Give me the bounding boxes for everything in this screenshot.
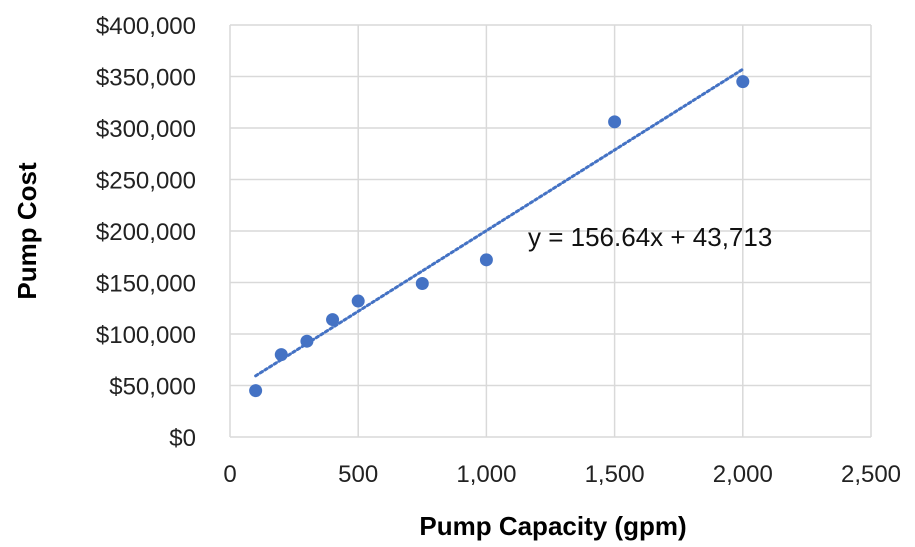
y-tick-label: $200,000 bbox=[96, 219, 196, 246]
grid-lines bbox=[229, 24, 872, 438]
y-tick-label: $250,000 bbox=[96, 168, 196, 195]
x-tick-label: 1,500 bbox=[585, 461, 645, 488]
y-tick-label: $100,000 bbox=[96, 322, 196, 349]
data-point bbox=[479, 253, 493, 267]
x-axis-title: Pump Capacity (gpm) bbox=[419, 511, 686, 541]
y-tick-label: $300,000 bbox=[96, 116, 196, 143]
y-axis-title: Pump Cost bbox=[12, 162, 42, 300]
x-tick-label: 1,000 bbox=[456, 461, 516, 488]
y-tick-label: $350,000 bbox=[96, 65, 196, 92]
data-point bbox=[300, 334, 314, 348]
y-tick-labels: $0 $50,000 $100,000 $150,000 $200,000 $250,00… bbox=[96, 13, 196, 452]
data-point bbox=[736, 75, 750, 89]
x-tick-label: 500 bbox=[338, 461, 378, 488]
y-tick-label: $400,000 bbox=[96, 13, 196, 40]
trendline-layer bbox=[254, 67, 745, 378]
data-point bbox=[608, 115, 622, 129]
data-point bbox=[415, 277, 429, 291]
x-tick-label: 2,500 bbox=[841, 461, 901, 488]
data-point bbox=[274, 348, 288, 362]
data-point bbox=[326, 313, 340, 327]
trendline bbox=[254, 67, 745, 378]
y-tick-label: $0 bbox=[169, 425, 196, 452]
data-points bbox=[249, 75, 750, 398]
trendline-equation: y = 156.64x + 43,713 bbox=[528, 222, 772, 252]
x-tick-label: 2,000 bbox=[713, 461, 773, 488]
data-point bbox=[249, 384, 263, 398]
x-tick-labels: 0 500 1,000 1,500 2,000 2,500 bbox=[223, 461, 901, 488]
x-tick-label: 0 bbox=[223, 461, 236, 488]
data-point bbox=[351, 294, 365, 308]
y-tick-label: $150,000 bbox=[96, 271, 196, 298]
y-tick-label: $50,000 bbox=[109, 374, 196, 401]
